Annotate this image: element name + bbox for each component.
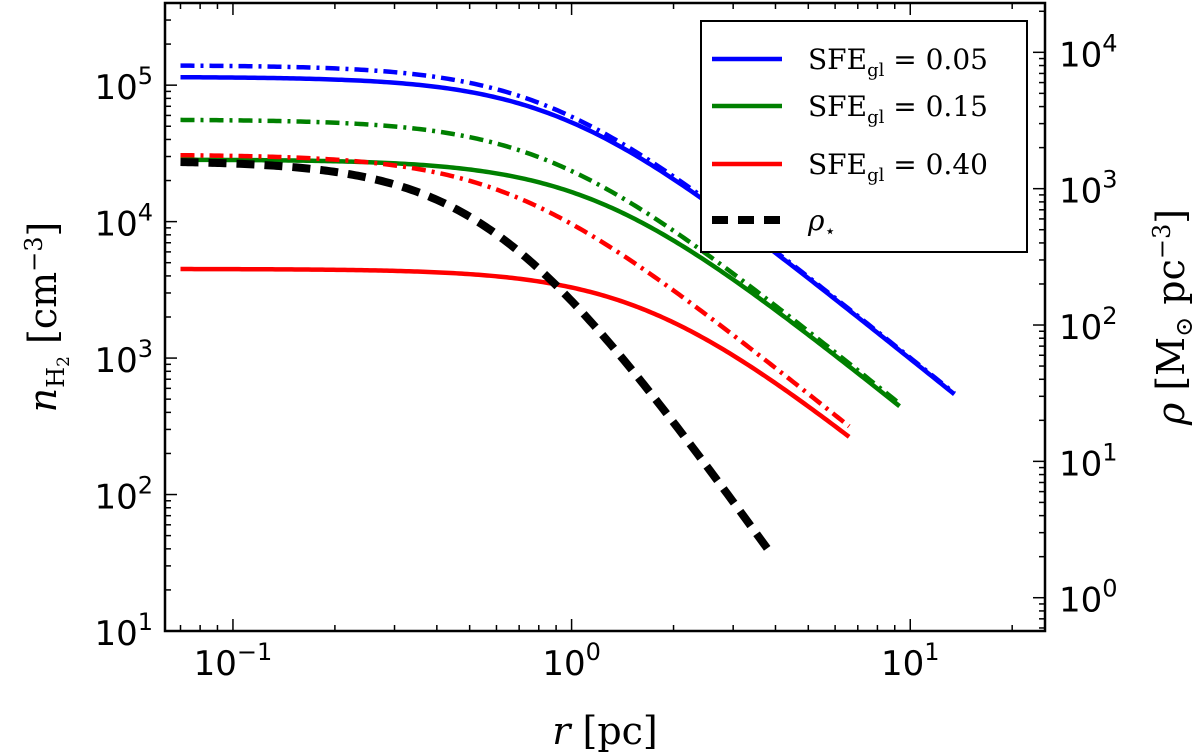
legend: SFEgl = 0.05 SFEgl = 0.15 SFEgl = 0.40 ρ… [700, 20, 1028, 253]
y2-tick-label: 100 [1059, 575, 1118, 621]
y-tick-label: 101 [94, 608, 153, 654]
legend-label-rho-star: ρ⋆ [807, 204, 836, 242]
y-axis-label: nH2 [cm−3] [20, 222, 74, 413]
ticks-layer: 10−1 100 101 101 102 103 104 105 100 101 102 103 104 [94, 2, 1118, 684]
series-line-1 [180, 74, 956, 397]
y2-tick-label: 103 [1059, 166, 1118, 212]
legend-label-sfe-005: SFEgl = 0.05 [808, 43, 988, 81]
y-tick-label: 104 [94, 199, 153, 245]
y2-tick-label: 101 [1059, 438, 1118, 484]
y2-axis-label: ρ [M⊙ pc−3] [1148, 209, 1198, 426]
series-layer [178, 63, 956, 558]
y2-tick-label: 102 [1059, 302, 1118, 348]
y-tick-label: 102 [94, 472, 153, 518]
series-line-6 [178, 158, 775, 558]
plot-frame [163, 1, 1047, 633]
y-tick-label: 105 [94, 62, 153, 108]
legend-label-sfe-015: SFEgl = 0.15 [808, 90, 988, 128]
series-line-3 [180, 157, 901, 408]
x-tick-label: 100 [542, 638, 601, 684]
x-tick-label: 10−1 [194, 638, 273, 684]
series-line-2 [180, 117, 901, 406]
legend-label-sfe-040: SFEgl = 0.40 [808, 148, 988, 186]
series-line-5 [180, 266, 851, 439]
x-axis-label: r [pc] [552, 709, 658, 752]
y-tick-label: 103 [94, 335, 153, 381]
x-tick-label: 101 [881, 638, 940, 684]
y2-tick-label: 104 [1059, 29, 1118, 75]
